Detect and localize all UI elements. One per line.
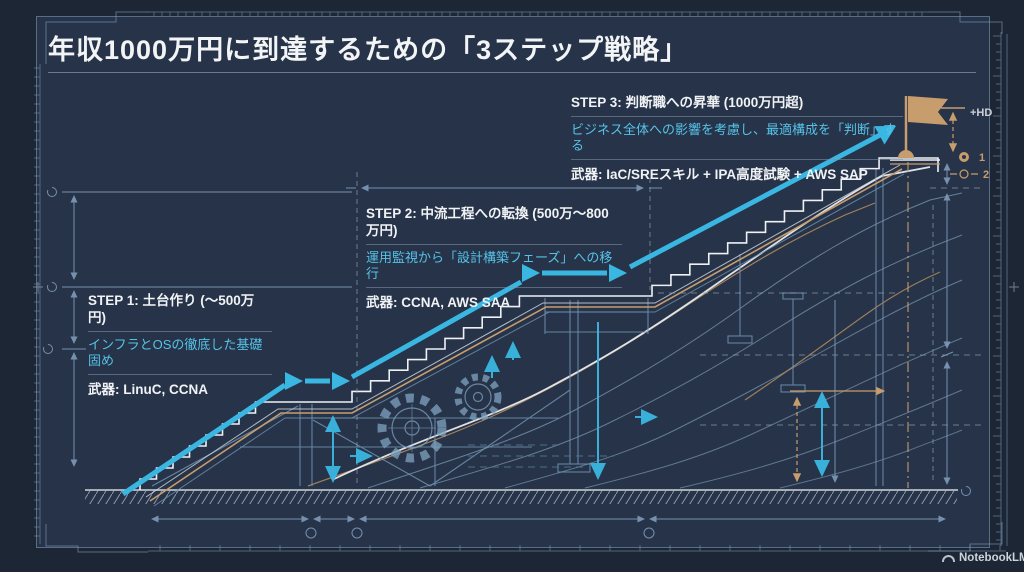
dimension-lines [43, 163, 971, 539]
reference-dashed-lines [356, 172, 985, 486]
step-1-weapons: 武器: LinuC, CCNA [88, 382, 208, 397]
notebooklm-logo-icon [942, 554, 955, 562]
step-1-heading: STEP 1: 土台作り (〜500万円) [88, 292, 272, 332]
step-1-subtext: インフラとOSの徹底した基礎固め [88, 332, 272, 375]
svg-text:+HD: +HD [970, 107, 992, 119]
step-3-weapons: 武器: IaC/SREスキル + IPA高度試験 + AWS SAP [571, 167, 868, 182]
step-2-subtext: 運用監視から「設計構築フェーズ」への移行 [366, 245, 622, 288]
svg-text:1: 1 [979, 152, 985, 164]
step-3-heading: STEP 3: 判断職への昇華 (1000万円超) [571, 94, 903, 117]
gear-icon [377, 373, 502, 463]
plus-registration-marks [33, 282, 1019, 292]
goal-flag-icon [890, 96, 948, 165]
notebooklm-label: NotebookLM [959, 552, 1024, 564]
ruler-right [993, 32, 1008, 546]
step-1-annotation: STEP 1: 土台作り (〜500万円) インフラとOSの徹底した基礎固め 武… [88, 292, 272, 398]
ascent-arrow [121, 126, 896, 497]
step-3-subtext: ビジネス全体への影響を考慮し、最適構成を「判断」する [571, 117, 903, 160]
page-title: 年収1000万円に到達するための「3ステップ戦略」 [48, 35, 689, 65]
schematic-detail-dashes [468, 444, 614, 468]
blueprint-panel [36, 16, 990, 548]
ruler-top [150, 11, 928, 16]
step-2-heading: STEP 2: 中流工程への転換 (500万〜800万円) [366, 205, 622, 245]
svg-text:2: 2 [983, 169, 989, 181]
title-underline [48, 72, 976, 73]
ground-line [85, 489, 958, 504]
tan-dimensions [790, 107, 978, 488]
small-cyan-arrows [325, 322, 830, 483]
sheet-frame [45, 11, 1003, 553]
staircase [139, 157, 939, 507]
staircase-path [139, 157, 939, 490]
step-3-annotation: STEP 3: 判断職への昇華 (1000万円超) ビジネス全体への影響を考慮し… [571, 94, 903, 183]
step-2-weapons: 武器: CCNA, AWS SAA [366, 295, 511, 310]
notebooklm-watermark: NotebookLM [942, 552, 1024, 564]
dimension-labels: +HD 1 2 [970, 107, 992, 181]
ruler-left [34, 64, 41, 544]
step-2-annotation: STEP 2: 中流工程への転換 (500万〜800万円) 運用監視から「設計構… [366, 205, 622, 311]
ruler-bottom [148, 545, 1006, 552]
